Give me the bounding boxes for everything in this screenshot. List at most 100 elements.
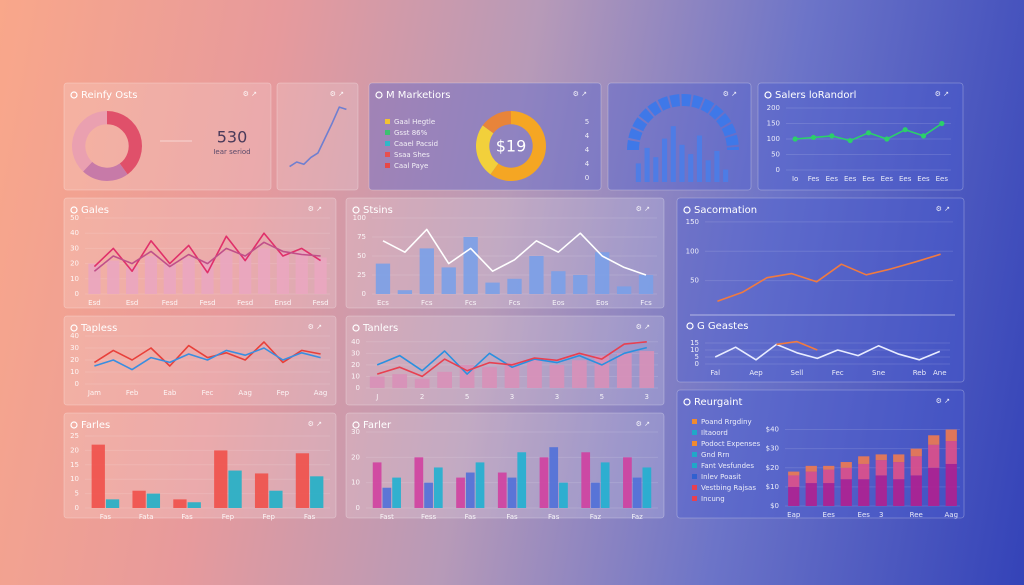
panel-title: Gales	[81, 205, 109, 216]
legend-label: Caael Pacsid	[394, 140, 438, 148]
y-tick-label: 15	[70, 461, 79, 469]
x-tick-label: Fas	[548, 513, 560, 521]
x-tick-label: Ree	[910, 511, 923, 519]
y-tick-label: 20	[70, 446, 79, 454]
bar	[705, 160, 711, 182]
legend-swatch	[385, 119, 390, 124]
bar	[840, 462, 852, 468]
bar	[644, 147, 650, 182]
y-tick-label: 0	[75, 504, 79, 512]
line	[94, 347, 321, 371]
panel-title: Stsins	[363, 205, 393, 216]
gauge-arc	[627, 94, 739, 151]
y-tick-label: 0	[356, 384, 360, 392]
bar	[257, 248, 271, 294]
y-tick-label: 30	[351, 349, 360, 357]
bar	[414, 457, 424, 508]
x-tick-label: 3	[645, 393, 649, 401]
x-tick-label: Eos	[552, 299, 565, 307]
bar	[382, 487, 392, 508]
panel-title: Sacormation	[694, 205, 757, 216]
bar	[220, 251, 233, 294]
pie-slice	[107, 111, 143, 175]
x-tick-label: Ees	[899, 175, 912, 183]
bar	[504, 362, 520, 388]
x-tick-label: Aag	[944, 511, 958, 519]
y-tick-label: 15	[690, 339, 699, 347]
legend-label: Caal Paye	[394, 162, 428, 170]
bar	[600, 462, 610, 508]
y-tick-label: 20	[351, 361, 360, 369]
bar	[928, 467, 940, 506]
x-tick-label: Fcs	[640, 299, 652, 307]
side-value: 5	[585, 118, 589, 126]
y-tick-label: 100	[353, 214, 366, 222]
y-tick-label: 100	[767, 135, 780, 143]
panel	[345, 197, 665, 309]
panel-title: G Geastes	[697, 321, 748, 332]
bar	[517, 452, 527, 508]
bar	[688, 154, 694, 182]
bar	[559, 482, 568, 508]
x-tick-label: Ees	[844, 175, 857, 183]
point	[865, 130, 872, 136]
bar	[539, 457, 549, 508]
legend-label: Fant Vesfundes	[701, 462, 754, 470]
bar	[805, 471, 817, 484]
bar	[616, 286, 632, 294]
legend-label: Gnd Rrn	[701, 451, 730, 459]
y-tick-label: 10	[70, 475, 79, 483]
y-tick-label: 30	[70, 344, 79, 352]
title-icon	[70, 421, 78, 429]
title-icon	[352, 421, 360, 429]
bar	[419, 248, 434, 294]
x-tick-label: Fas	[100, 513, 112, 521]
x-tick-label: Ees	[823, 511, 836, 519]
bar	[132, 490, 146, 508]
title-icon	[375, 91, 383, 99]
panel-icons: ⚙ ↗	[573, 90, 587, 98]
panel-title: Tapless	[80, 323, 117, 334]
bar	[653, 157, 659, 182]
x-tick-label: Jam	[87, 389, 101, 397]
x-tick-label: Fas	[506, 513, 518, 521]
bar	[369, 376, 385, 388]
bar	[507, 477, 517, 508]
y-tick-label: 0	[75, 290, 79, 298]
x-tick-label: Fcs	[421, 299, 433, 307]
bar	[945, 463, 957, 506]
bar	[497, 472, 507, 508]
bar	[594, 355, 610, 388]
bar	[893, 479, 905, 506]
legend-label: Inlev Poasit	[701, 473, 741, 481]
legend-swatch	[692, 496, 697, 501]
pie-slice	[83, 161, 128, 182]
legend-label: Podoct Expenses	[701, 440, 761, 448]
panel-title: M Marketiors	[386, 90, 450, 101]
line	[717, 253, 941, 302]
bar	[714, 151, 720, 182]
x-tick-label: 3	[510, 393, 514, 401]
x-tick-label: Fess	[421, 513, 437, 521]
y-tick-label: $30	[766, 445, 779, 453]
title-icon	[70, 206, 78, 214]
bar	[441, 267, 456, 294]
bar	[433, 467, 443, 508]
bar	[595, 252, 610, 294]
x-tick-label: Eab	[163, 389, 177, 397]
legend-swatch	[692, 463, 697, 468]
bar	[679, 144, 685, 182]
x-tick-label: Fesd	[199, 299, 215, 307]
bar	[858, 456, 870, 464]
bar	[465, 472, 475, 508]
y-tick-label: $10	[766, 483, 779, 491]
legend-swatch	[385, 152, 390, 157]
side-value: 4	[585, 160, 590, 168]
bar	[107, 260, 120, 294]
point	[939, 120, 945, 127]
bar	[126, 266, 139, 294]
x-tick-label: Fata	[139, 513, 154, 521]
point	[920, 133, 927, 139]
bar	[392, 477, 401, 508]
y-tick-label: 40	[70, 332, 79, 340]
